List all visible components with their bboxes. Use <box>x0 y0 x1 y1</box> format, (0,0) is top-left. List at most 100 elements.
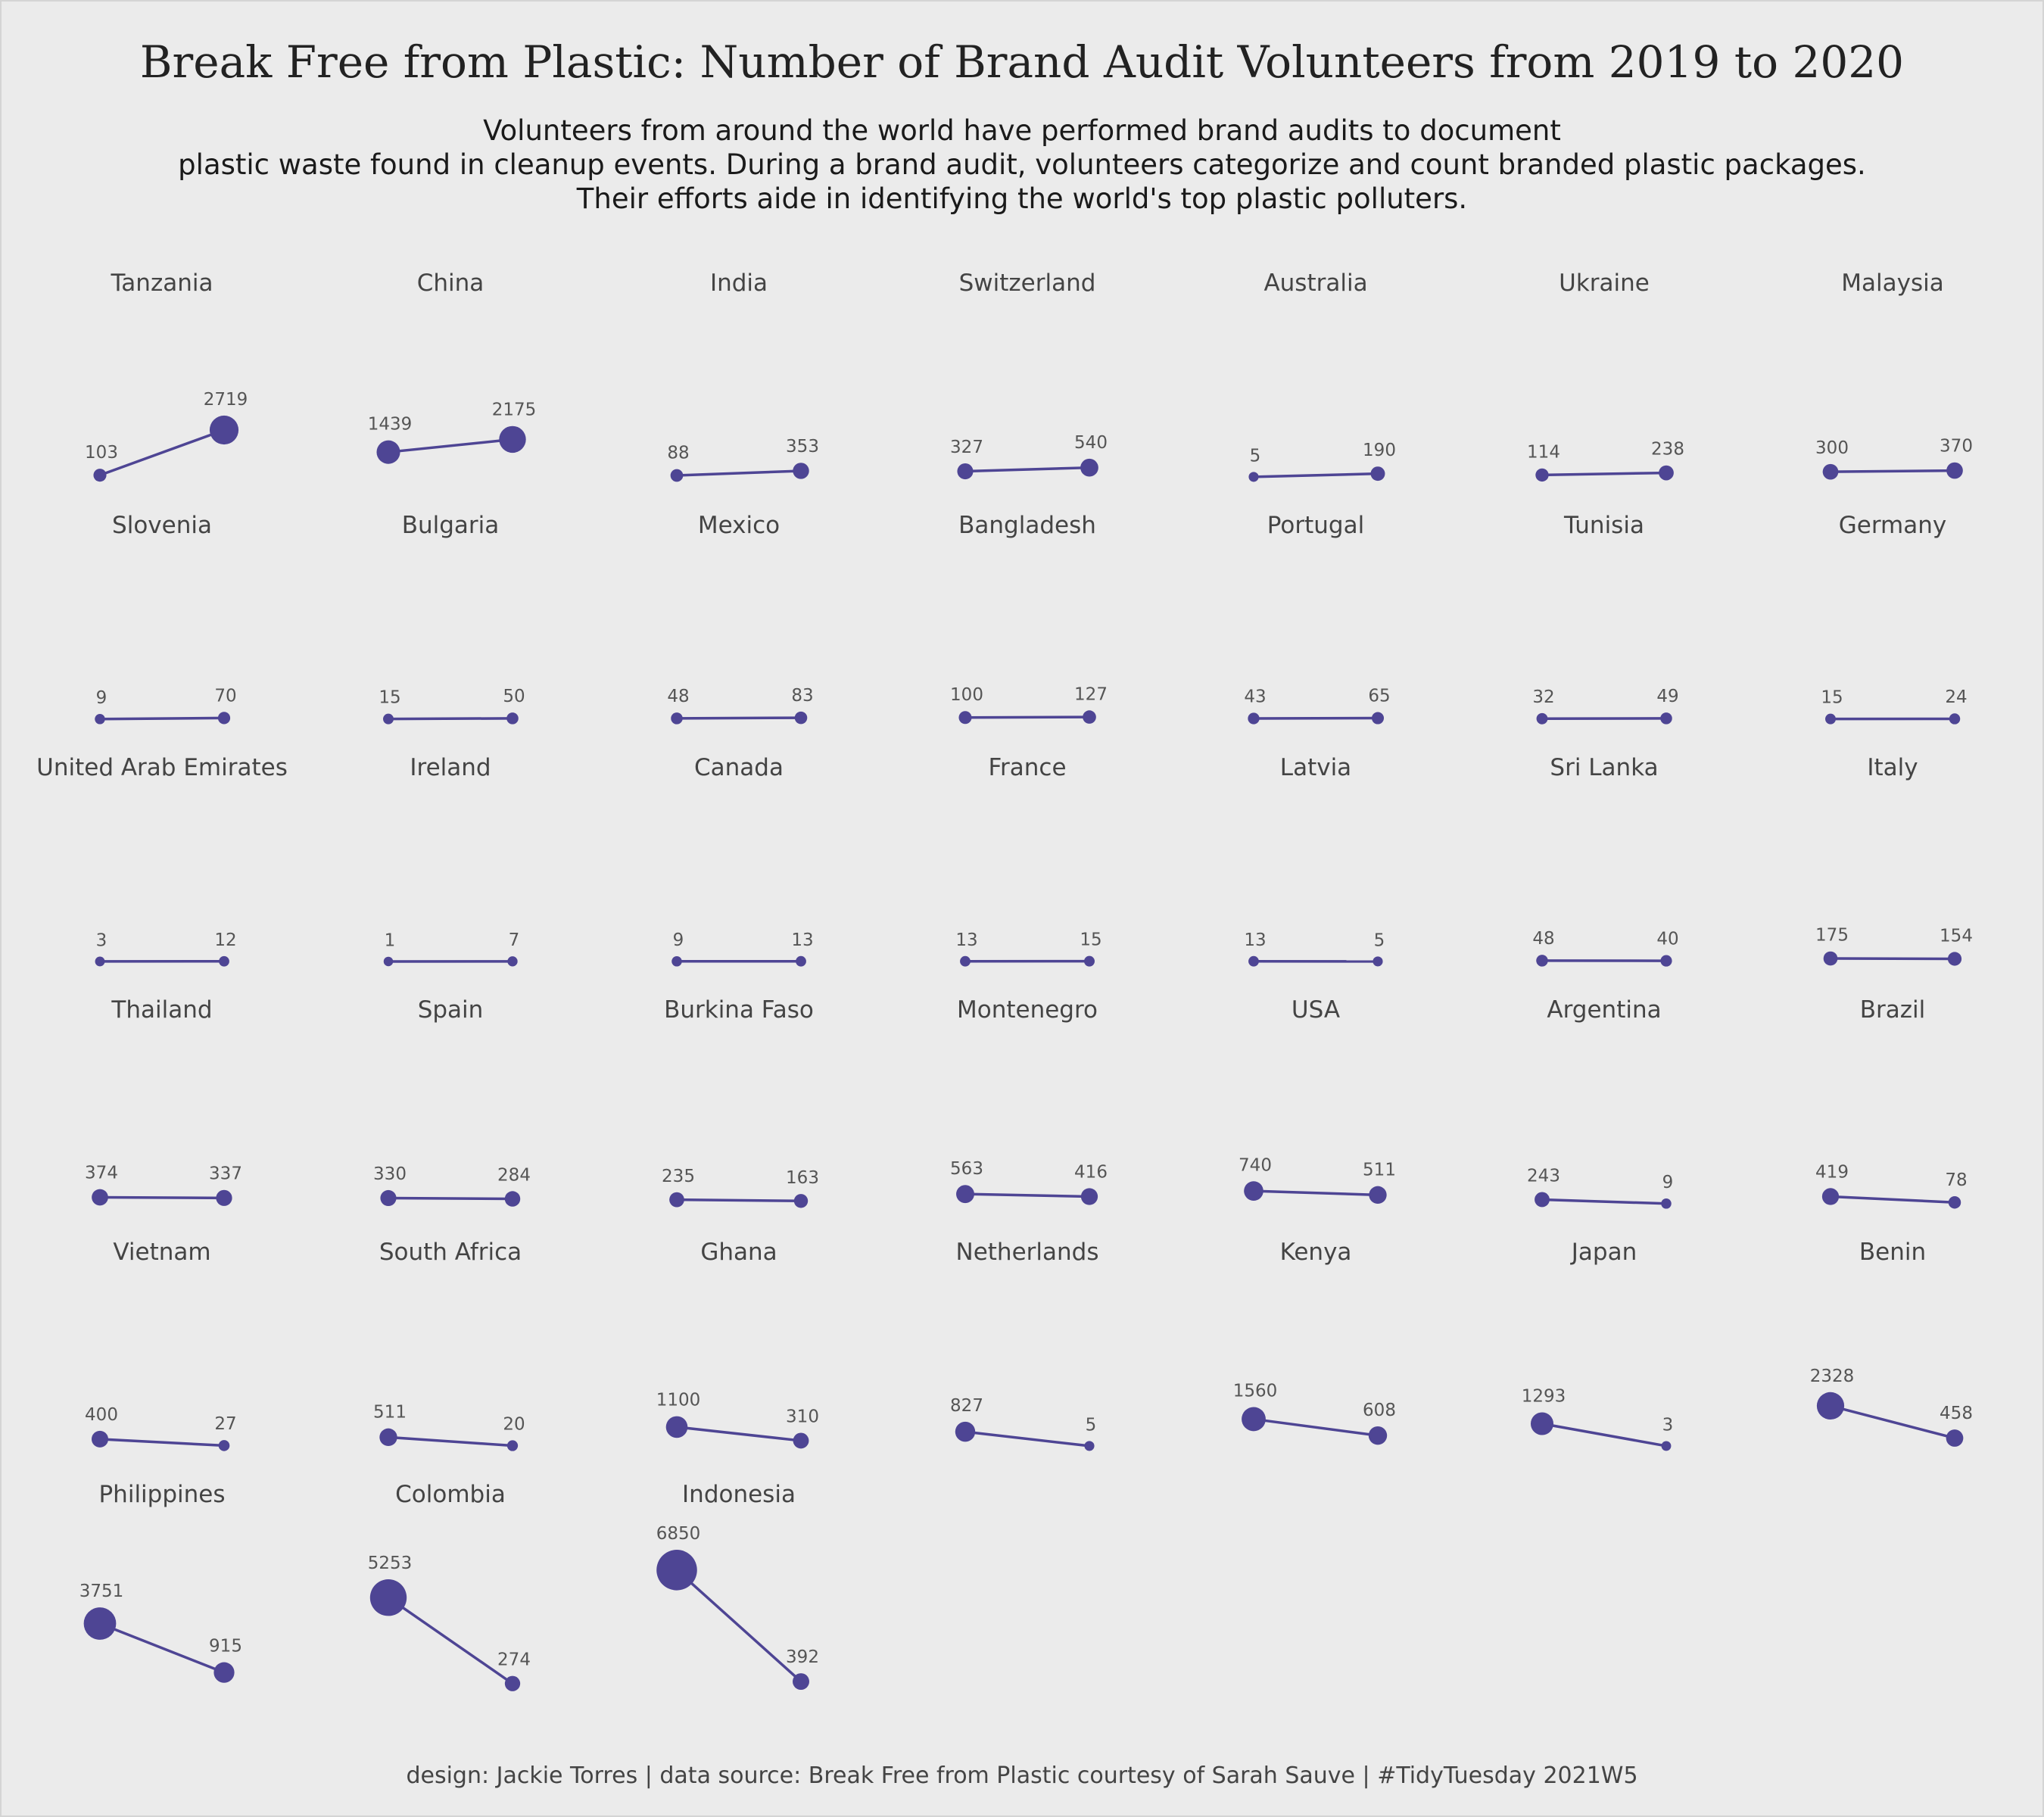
value-label-2020: 49 <box>1656 687 1678 706</box>
series-line <box>676 1198 802 1203</box>
point-2019 <box>1248 472 1259 482</box>
value-label-2019: 400 <box>85 1405 118 1425</box>
point-2019 <box>958 711 972 725</box>
point-2019 <box>379 1428 397 1447</box>
point-2019 <box>1825 713 1836 725</box>
facet-panel: Malaysia 300 370 <box>1815 270 1973 480</box>
value-label-2020: 70 <box>214 686 236 706</box>
facet-panel: Netherlands 827 5 <box>950 1239 1098 1451</box>
series-line <box>1253 1189 1379 1197</box>
facet-panel: France 13 15 <box>955 754 1102 967</box>
facet-title: Philippines <box>98 1481 225 1508</box>
point-2019 <box>956 1185 974 1204</box>
value-label-2019: 740 <box>1239 1155 1272 1175</box>
point-2019 <box>1248 712 1260 725</box>
value-label-2019: 300 <box>1815 438 1849 458</box>
series-line <box>1830 469 1955 473</box>
value-label-2019: 5253 <box>368 1554 413 1573</box>
facet-title: Canada <box>694 754 784 781</box>
value-label-2020: 540 <box>1074 433 1108 453</box>
facet-title: Burkina Faso <box>664 996 814 1024</box>
facet-panel: Canada 9 13 <box>671 754 814 967</box>
point-2019 <box>95 714 105 725</box>
value-label-2020: 458 <box>1940 1404 1973 1423</box>
value-label-2020: 40 <box>1656 930 1678 949</box>
point-2020 <box>213 1662 235 1683</box>
value-label-2019: 48 <box>1532 929 1554 949</box>
point-2020 <box>1373 956 1383 967</box>
value-label-2020: 5 <box>1086 1415 1097 1435</box>
point-2019 <box>1536 955 1548 967</box>
value-label-2019: 330 <box>373 1164 407 1184</box>
value-label-2019: 32 <box>1532 687 1554 707</box>
point-2020 <box>506 712 519 725</box>
point-2020 <box>1660 955 1672 967</box>
value-label-2019: 235 <box>662 1167 695 1186</box>
value-label-2020: 9 <box>1662 1173 1674 1192</box>
value-label-2019: 827 <box>950 1396 983 1416</box>
series-line <box>1541 1422 1667 1448</box>
value-label-2020: 5 <box>1374 930 1385 950</box>
point-2020 <box>1369 1186 1387 1205</box>
point-2019 <box>1535 468 1549 482</box>
point-2019 <box>671 712 683 725</box>
point-2019 <box>1821 1188 1840 1205</box>
facet-panel: Ireland 1 7 <box>383 754 519 967</box>
chart-title: Break Free from Plastic: Number of Brand… <box>139 36 1905 88</box>
value-label-2019: 103 <box>85 443 118 463</box>
facet-title: Sri Lanka <box>1550 754 1658 781</box>
facet-panel: Spain 330 284 <box>373 996 531 1207</box>
facet-panel: Argentina 243 9 <box>1527 996 1673 1209</box>
point-2020 <box>218 1440 230 1451</box>
chart-caption: design: Jackie Torres | data source: Bre… <box>406 1762 1638 1789</box>
value-label-2019: 1293 <box>1522 1386 1566 1406</box>
series-line <box>1253 1417 1379 1437</box>
facet-title: Argentina <box>1547 996 1661 1024</box>
point-2020 <box>1660 712 1672 725</box>
series-line <box>388 438 513 453</box>
point-2020 <box>793 1194 809 1208</box>
facet-panel: Vietnam 400 27 <box>85 1239 237 1451</box>
facet-title: Germany <box>1839 512 1946 539</box>
series-line <box>99 1195 225 1200</box>
value-label-2020: 78 <box>1945 1170 1967 1190</box>
point-2020 <box>1949 713 1961 725</box>
facet-panel: Brazil 419 78 <box>1815 996 1968 1209</box>
point-2019 <box>1822 463 1839 480</box>
series-line <box>964 1192 1090 1198</box>
point-2019 <box>1536 712 1548 725</box>
facet-panel: Portugal 43 65 <box>1244 512 1391 725</box>
point-2019 <box>95 956 105 967</box>
subtitle-line: plastic waste found in cleanup events. D… <box>178 148 1866 181</box>
facet-panel: Japan 1293 3 <box>1522 1239 1674 1451</box>
facet-title: Tunisia <box>1563 512 1644 539</box>
facet-title: Benin <box>1859 1239 1926 1266</box>
series-line <box>99 429 225 477</box>
value-label-2020: 3 <box>1662 1415 1674 1435</box>
value-label-2020: 238 <box>1651 440 1684 460</box>
facet-panel: Latvia 13 5 <box>1244 754 1385 967</box>
value-label-2019: 175 <box>1815 926 1849 946</box>
point-2019 <box>1242 1407 1266 1432</box>
value-label-2020: 310 <box>786 1407 819 1427</box>
facet-title: Ireland <box>410 754 491 781</box>
point-2019 <box>671 956 682 967</box>
facet-panel: Germany 15 24 <box>1821 512 1968 725</box>
point-2019 <box>92 1189 108 1206</box>
facet-panel: Australia 5 190 <box>1248 270 1396 482</box>
value-label-2019: 1439 <box>368 415 413 435</box>
series-line <box>676 1426 802 1442</box>
value-label-2020: 2719 <box>204 390 248 410</box>
value-label-2020: 12 <box>214 930 236 950</box>
point-2020 <box>1080 458 1098 477</box>
value-label-2020: 50 <box>503 687 525 706</box>
facet-panel: Philippines 3751 915 <box>79 1481 242 1683</box>
value-label-2019: 5 <box>1250 446 1261 466</box>
facet-title: Australia <box>1263 270 1367 297</box>
point-2020 <box>217 712 231 725</box>
facet-title: Tanzania <box>111 270 213 297</box>
series-line <box>388 1596 513 1685</box>
value-label-2019: 88 <box>667 444 689 463</box>
point-2020 <box>1080 1188 1098 1205</box>
facet-panel: Kenya 1560 608 <box>1233 1239 1396 1445</box>
